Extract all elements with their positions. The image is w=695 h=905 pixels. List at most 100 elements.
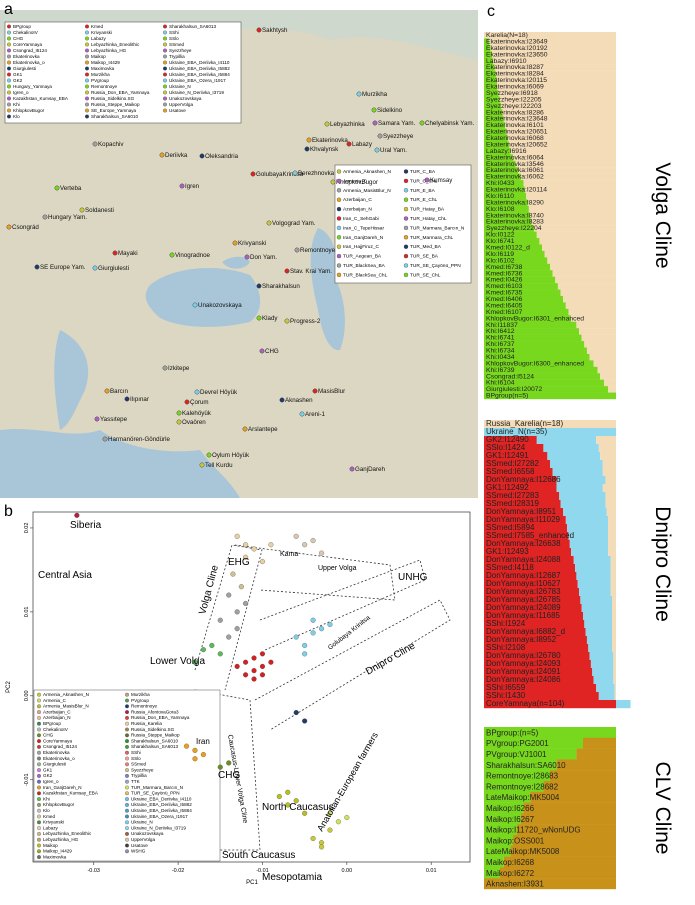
- legend-label: Armenia_MasisBlur_N: [43, 704, 89, 709]
- admixture-segment: [484, 141, 510, 149]
- legend-label: Russia_Sidelkino.SG: [131, 727, 175, 732]
- point: [293, 710, 299, 716]
- admixture-segment: [484, 122, 506, 129]
- map-legend-box: [4, 21, 242, 124]
- legend-marker: [85, 84, 89, 89]
- map-legend-box: [334, 164, 472, 284]
- place-label: GolubayaKrinitsa: [256, 171, 304, 178]
- sample-label: Ekaterinovka:I6068: [486, 135, 544, 142]
- admixture-segment: [484, 532, 569, 541]
- region-label: Lower Volga: [150, 656, 205, 667]
- legend-marker: [403, 235, 409, 240]
- legend-marker: [125, 814, 129, 819]
- place-label: Sakhtysh: [262, 27, 288, 34]
- legend-label: Kazakhstan_Kumsay_EBA: [43, 791, 99, 796]
- admixture-segment: [484, 867, 500, 879]
- sample-label: Ekaterinovka:I20192: [486, 45, 548, 52]
- admixture-segment: [484, 341, 585, 348]
- site-marker: [419, 120, 425, 126]
- sample-label: Kmed:I6405: [486, 302, 523, 309]
- sample-label: KhlopkovBugor:I6301_enhanced: [486, 315, 584, 322]
- admixture-segment: [484, 791, 531, 803]
- legend-marker: [125, 698, 129, 703]
- y-axis-label: PC2: [6, 681, 12, 693]
- admixture-rest: [604, 379, 616, 387]
- admixture-segment: [484, 238, 540, 245]
- admixture-rest: [589, 353, 616, 361]
- site-marker: [324, 121, 330, 127]
- legend-label: Ekaterinovka: [13, 54, 40, 59]
- point: [302, 542, 308, 548]
- admixture-segment: [560, 500, 606, 509]
- admixture-rest: [610, 580, 616, 589]
- sample-label: Ekaterinovka:I23648: [486, 116, 548, 123]
- admixture-rest: [576, 321, 616, 329]
- admixture-rest: [605, 500, 616, 509]
- legend-marker: [37, 715, 41, 720]
- sample-label: Remontnoye:I28682: [486, 782, 559, 791]
- admixture-segment: [484, 321, 577, 329]
- admixture-segment: [484, 692, 599, 701]
- region-label: Upper Volga: [318, 565, 357, 572]
- admixture-rest: [493, 57, 616, 65]
- admixture-segment: [484, 813, 521, 825]
- legend-label: TUR_BlackSea_BA: [343, 263, 386, 269]
- admixture-rest: [536, 231, 616, 239]
- legend-label: Kazakhstan_Kumsay_EBA: [13, 96, 69, 101]
- admixture-segment: [484, 64, 495, 71]
- legend-label: Maikop_I4429: [43, 849, 72, 854]
- site-marker: [232, 240, 238, 246]
- site-marker: [259, 348, 265, 354]
- site-marker: [206, 452, 212, 458]
- sample-label: GK1:I12491: [486, 451, 529, 460]
- admixture-rest: [556, 759, 616, 771]
- admixture-rest: [502, 109, 616, 116]
- legend-label: Kmed: [91, 24, 103, 29]
- admixture-segment: [616, 700, 631, 709]
- place-label: MasisBlur: [318, 388, 345, 395]
- sample-label: Kmed:I6735: [486, 290, 523, 297]
- site-marker: [104, 388, 110, 394]
- site-marker: [377, 133, 383, 139]
- sample-label: Khi:I0433: [486, 180, 515, 187]
- legend-label: Csongrad_I5124: [43, 744, 77, 749]
- admixture-rest: [613, 652, 616, 661]
- sample-label: DonYamnaya:I26780: [486, 651, 561, 660]
- legend-marker: [7, 42, 11, 47]
- legend-marker: [125, 721, 129, 726]
- admixture-segment: [567, 524, 609, 533]
- legend-label: SE_Europe_Yamnaya: [91, 108, 137, 113]
- legend-label: UpperVolga: [131, 837, 155, 842]
- legend-label: Sharakhalsun_SA6010: [91, 114, 138, 119]
- place-label: Csongrád: [12, 224, 39, 231]
- admixture-segment: [484, 379, 605, 387]
- y-tick-label: 0.00: [24, 690, 30, 701]
- legend-label: KhlopkovBugor: [43, 802, 75, 807]
- sample-label: Kmed:I6736: [486, 270, 523, 277]
- sample-label: Ekaterinovka:I3546: [486, 161, 544, 168]
- point: [209, 642, 215, 649]
- point: [243, 542, 249, 548]
- sample-label: LateMaikop:MK5008: [486, 847, 560, 856]
- place-label: Berezhnovka: [298, 170, 335, 177]
- sample-label: DonYamnaya:I24088: [486, 555, 561, 564]
- site-marker: [346, 141, 352, 147]
- admixture-rest: [600, 373, 616, 380]
- sample-label: DonYamnaya:I24089: [486, 603, 561, 612]
- place-label: Ural Yam.: [380, 147, 407, 154]
- legend-marker: [336, 197, 342, 202]
- admixture-rest: [596, 436, 616, 445]
- point: [302, 810, 308, 816]
- sample-label: DonYamnaya:I24091: [486, 667, 561, 676]
- site-marker: [256, 27, 262, 33]
- admixture-rest: [499, 867, 616, 879]
- point: [234, 663, 240, 669]
- place-label: Kumsay: [430, 177, 453, 184]
- legend-label: Ukraine_EBA_Deriivka_I5884: [169, 72, 230, 77]
- legend-label: Klo: [43, 808, 50, 813]
- legend-label: Ukraine_N_Deriivka_I3719: [169, 90, 224, 95]
- legend-marker: [85, 72, 89, 77]
- legend-label: ChekalinoIV: [43, 727, 69, 732]
- legend-label: TUR_Hatay_BA: [410, 207, 445, 213]
- legend-marker: [125, 750, 129, 755]
